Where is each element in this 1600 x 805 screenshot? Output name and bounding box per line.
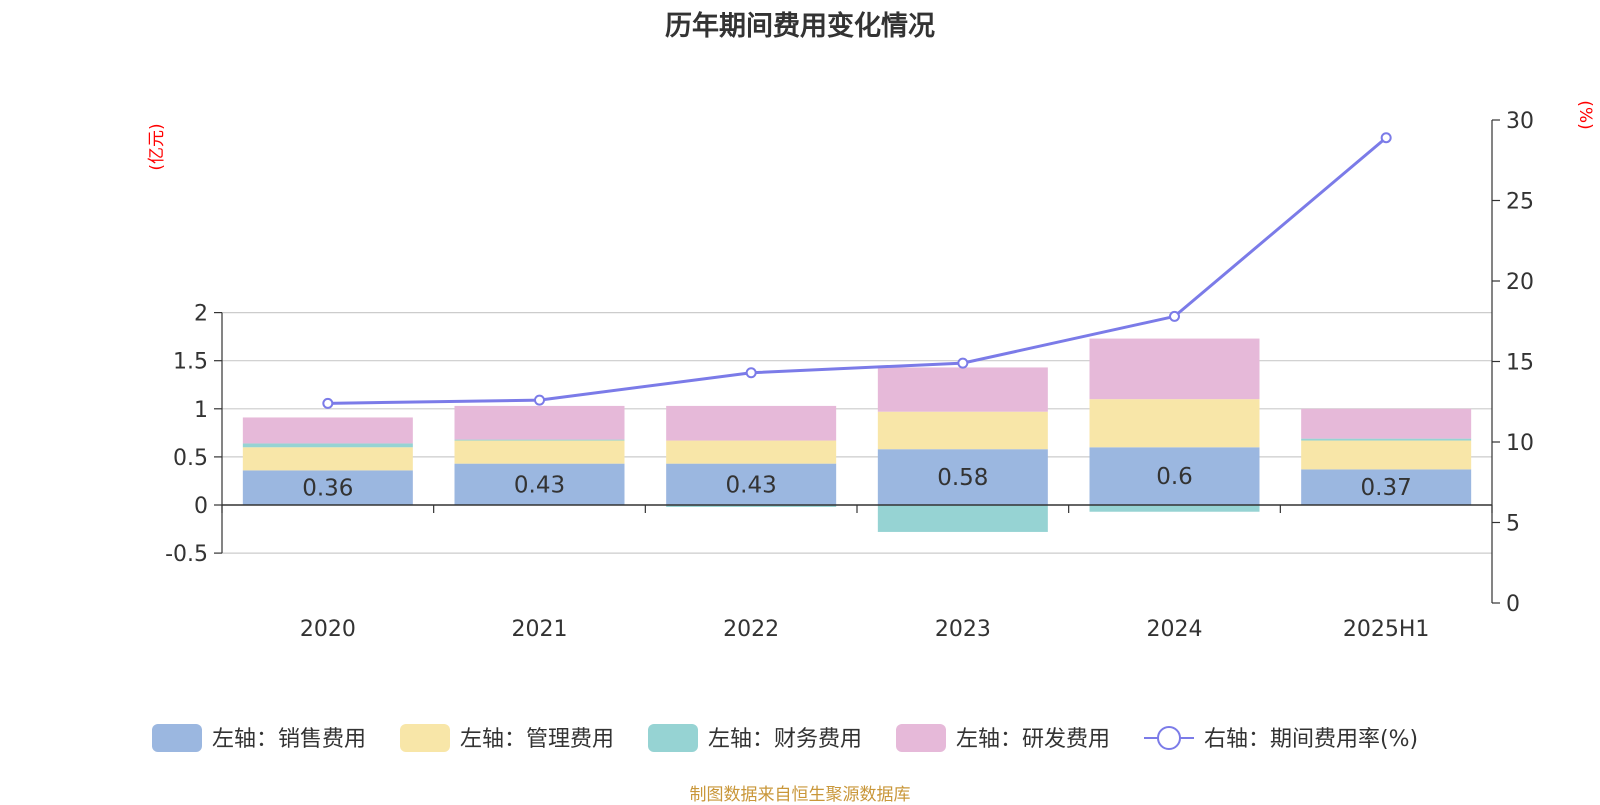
- rate-line: [327, 136, 1388, 405]
- right-axis-tick-label: 10: [1506, 431, 1534, 456]
- x-axis-tick-label: 2021: [512, 617, 568, 642]
- left-axis-tick-label: 2: [194, 302, 208, 327]
- legend-swatch-rate-marker: [1157, 726, 1181, 750]
- data-label: 0.36: [302, 476, 353, 502]
- left-axis-tick-label: 0: [194, 494, 208, 519]
- x-axis-tick-label: 2024: [1147, 617, 1203, 642]
- left-axis-tick-label: 1: [194, 398, 208, 423]
- bar-finance: [1301, 438, 1472, 441]
- bar-sales: [1089, 447, 1260, 505]
- chart-title: 历年期间费用变化情况: [665, 11, 935, 42]
- bar-finance: [666, 505, 837, 507]
- right-axis-tick-label: 5: [1506, 512, 1520, 537]
- bar-finance: [1089, 505, 1260, 512]
- bar-sales: [877, 449, 1048, 505]
- x-axis-tick-label: 2023: [935, 617, 991, 642]
- bar-sales: [666, 463, 837, 505]
- legend-label-rd: 左轴：研发费用: [956, 727, 1110, 752]
- right-axis-tick-label: 15: [1506, 351, 1534, 376]
- left-axis-tick-label: 1.5: [173, 350, 208, 375]
- right-axis-tick-label: 0: [1506, 592, 1520, 617]
- axis-layer: 2 1.5 1 0.5 0 -0.5 30 25 20 15 10 5 0 2020 2021 2022 202…: [165, 109, 1534, 642]
- bar-admin: [1301, 440, 1472, 470]
- x-axis-tick-label: 2022: [723, 617, 779, 642]
- bar-rd: [1089, 338, 1260, 400]
- data-label: 0.37: [1361, 475, 1412, 501]
- legend-label-finance: 左轴：财务费用: [708, 727, 862, 752]
- data-label: 0.43: [514, 472, 565, 498]
- bar-rd: [454, 405, 625, 440]
- right-axis-tick-label: 25: [1506, 190, 1534, 215]
- labels-layer: 0.36 0.43 0.43 0.58 0.6 0.37: [302, 464, 1412, 502]
- rate-point: [957, 357, 969, 369]
- bar-rd: [1301, 408, 1472, 439]
- legend-layer: 左轴：销售费用 左轴：管理费用 左轴：财务费用 左轴：研发费用 右轴：期间费用率(%): [152, 724, 1418, 752]
- legend-label-sales: 左轴：销售费用: [212, 727, 366, 752]
- bar-admin: [877, 411, 1048, 450]
- bars-layer: [242, 338, 1472, 532]
- rate-point: [534, 394, 545, 406]
- legend-swatch-sales: [152, 724, 202, 752]
- left-axis-tick-label: 0.5: [173, 446, 208, 471]
- bar-finance: [454, 439, 625, 441]
- left-axis-unit: (亿元): [147, 123, 167, 170]
- bar-finance: [242, 443, 413, 448]
- legend-swatch-rd: [896, 724, 946, 752]
- bar-admin: [242, 447, 413, 471]
- x-axis-tick-label: 2020: [300, 617, 356, 642]
- bar-admin: [454, 440, 625, 464]
- data-label: 0.43: [726, 472, 777, 498]
- legend-label-admin: 左轴：管理费用: [460, 727, 614, 752]
- rate-point: [745, 367, 757, 379]
- rate-point: [322, 397, 334, 409]
- right-axis-unit: (%): [1575, 100, 1595, 129]
- bar-sales: [242, 470, 413, 505]
- right-axis-tick-label: 30: [1506, 109, 1534, 134]
- grid-layer: [222, 312, 1492, 554]
- legend-swatch-finance: [648, 724, 698, 752]
- rate-point: [1380, 132, 1392, 144]
- bar-rd: [242, 417, 413, 444]
- left-axis-tick-label: -0.5: [165, 542, 208, 567]
- bar-finance: [877, 505, 1048, 532]
- x-axis-tick-label: 2025H1: [1343, 617, 1430, 642]
- rate-point: [1169, 310, 1180, 322]
- bar-admin: [1089, 399, 1260, 448]
- bar-sales: [1301, 469, 1472, 505]
- data-label: 0.58: [937, 465, 988, 491]
- right-axis-tick-label: 20: [1506, 270, 1534, 295]
- bar-sales: [454, 463, 625, 505]
- legend-swatch-admin: [400, 724, 450, 752]
- bar-rd: [877, 367, 1048, 412]
- legend-label-rate: 右轴：期间费用率(%): [1204, 727, 1418, 752]
- data-label: 0.6: [1156, 464, 1193, 490]
- bar-rd: [666, 405, 837, 441]
- line-layer: [322, 132, 1392, 409]
- bar-admin: [666, 440, 837, 464]
- data-source-note: 制图数据来自恒生聚源数据库: [689, 785, 911, 805]
